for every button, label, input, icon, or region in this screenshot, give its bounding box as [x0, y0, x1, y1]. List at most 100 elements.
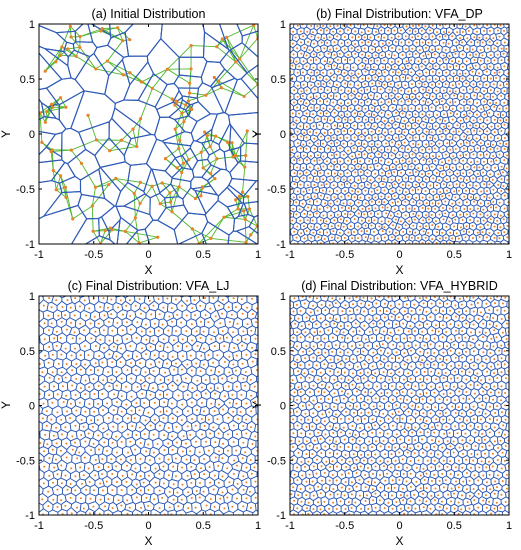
voronoi-cell [39, 45, 72, 80]
generator-point [453, 190, 456, 193]
generator-point [306, 77, 309, 80]
generator-point [374, 76, 377, 79]
generator-point [177, 394, 180, 397]
panel-title: (c) Final Distribution: VFA_LJ [68, 279, 230, 293]
generator-point [108, 149, 112, 153]
generator-point [102, 329, 105, 332]
generator-point [342, 202, 345, 205]
generator-point [417, 167, 420, 170]
generator-point [52, 434, 55, 437]
generator-point [374, 207, 377, 210]
generator-point [212, 75, 216, 80]
generator-point [29, 506, 31, 508]
generator-point [364, 107, 367, 110]
generator-point [430, 119, 433, 122]
generator-point [412, 200, 415, 203]
generator-point [462, 172, 465, 175]
generator-point [182, 120, 186, 124]
generator-point [362, 24, 365, 27]
x-tick-label: 0 [145, 249, 151, 261]
voronoi-cell [507, 158, 509, 166]
delaunay-edge [123, 74, 142, 83]
generator-point [144, 323, 147, 326]
generator-point [511, 125, 513, 127]
generator-point [407, 90, 410, 93]
generator-point [112, 425, 115, 428]
generator-point [360, 230, 363, 233]
voronoi-cell [506, 51, 509, 58]
generator-point [261, 395, 263, 397]
generator-point [134, 467, 137, 470]
generator-point [228, 481, 231, 484]
generator-point [177, 505, 180, 508]
generator-point [323, 118, 326, 121]
generator-point [503, 90, 506, 93]
generator-point [245, 466, 248, 469]
generator-point [344, 82, 347, 85]
generator-point [219, 322, 222, 325]
generator-point [353, 160, 356, 163]
voronoi-cell [290, 170, 291, 177]
generator-point [316, 154, 319, 157]
generator-point [452, 94, 455, 97]
generator-point [479, 226, 482, 229]
generator-point [383, 201, 386, 204]
generator-point [190, 227, 194, 231]
generator-point [143, 433, 146, 436]
generator-point [250, 426, 253, 429]
generator-point [374, 159, 377, 162]
generator-point [381, 42, 384, 45]
generator-point [384, 131, 387, 134]
generator-point [120, 395, 123, 398]
generator-point [328, 36, 331, 39]
generator-point [264, 433, 266, 435]
generator-point [493, 105, 496, 108]
generator-point [503, 231, 506, 234]
voronoi-cell [59, 296, 67, 299]
generator-point [70, 467, 73, 470]
generator-point [139, 442, 142, 444]
generator-point [411, 153, 414, 156]
generator-point [310, 71, 313, 74]
generator-point [97, 369, 100, 372]
generator-point [513, 49, 515, 51]
voronoi-cell [108, 518, 118, 543]
generator-point [203, 457, 206, 460]
generator-point [492, 155, 495, 157]
generator-point [300, 52, 303, 55]
generator-point [364, 249, 366, 251]
generator-point [452, 155, 455, 158]
generator-point [465, 141, 468, 144]
generator-point [479, 141, 482, 144]
generator-point [441, 231, 444, 234]
generator-point [408, 113, 411, 116]
generator-point [505, 47, 508, 50]
generator-point [294, 36, 297, 39]
generator-point [357, 107, 360, 110]
voronoi-cell [115, 518, 128, 543]
voronoi-cell [190, 113, 218, 142]
generator-point [336, 24, 339, 27]
generator-point [397, 95, 400, 98]
generator-point [147, 474, 150, 477]
generator-point [59, 174, 63, 178]
voronoi-cell [490, 24, 492, 25]
generator-point [485, 37, 488, 40]
delaunay-edge [60, 175, 67, 198]
generator-point [322, 37, 325, 40]
voronoi-cell [402, 24, 411, 32]
generator-point [106, 433, 109, 436]
generator-point [264, 322, 266, 324]
generator-point [489, 148, 492, 151]
generator-point [400, 89, 403, 92]
generator-point [244, 451, 247, 454]
voronoi-cell [479, 247, 491, 272]
generator-point [339, 160, 342, 163]
generator-point [401, 196, 404, 199]
generator-point [353, 124, 356, 127]
x-axis-label: X [144, 263, 152, 277]
generator-point [444, 48, 447, 51]
generator-point [511, 244, 513, 246]
generator-point [70, 354, 73, 357]
generator-point [232, 441, 235, 444]
